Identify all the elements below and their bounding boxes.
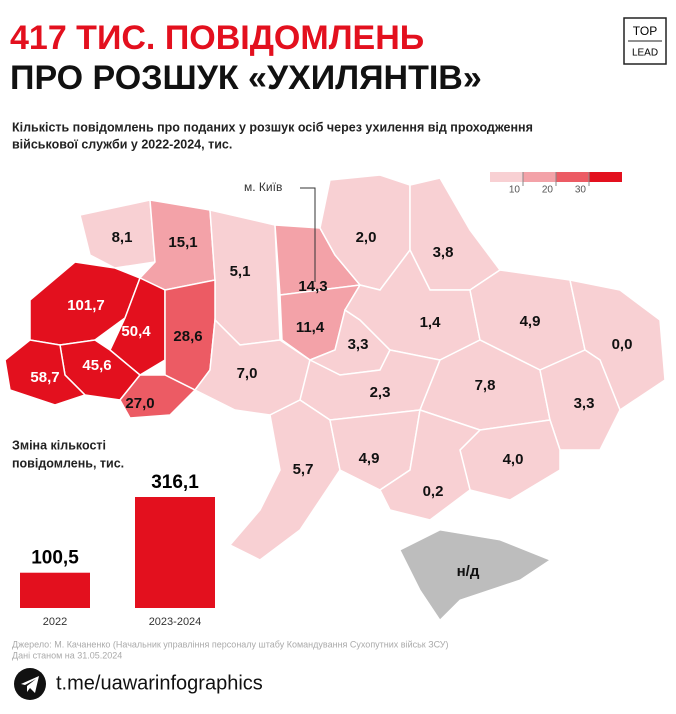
region-label: 4,9 — [520, 313, 541, 330]
bar-category-label: 2022 — [43, 616, 67, 628]
title-red: 417 ТИС. ПОВІДОМЛЕНЬ — [10, 19, 424, 57]
bar-title: повідомлень, тис. — [12, 456, 124, 470]
region-label: 3,3 — [574, 395, 595, 412]
legend-swatch — [490, 172, 523, 182]
region-label: 50,4 — [121, 323, 151, 340]
region-label: 2,0 — [356, 229, 377, 246]
crimea — [399, 529, 552, 621]
kyiv-label: м. Київ — [244, 180, 282, 194]
legend-swatch — [556, 172, 589, 182]
region — [4, 339, 87, 406]
region-label: 7,8 — [475, 377, 496, 394]
legend-swatch — [523, 172, 556, 182]
footer-link[interactable]: t.me/uawarinfographics — [56, 672, 263, 694]
bar-value-label: 100,5 — [31, 548, 79, 569]
kyiv-pointer — [300, 187, 316, 282]
region-label: 1,4 — [420, 314, 442, 331]
region-label: 5,7 — [293, 461, 314, 478]
title-black: ПРО РОЗШУК «УХИЛЯНТІВ» — [10, 59, 482, 97]
region-label: 5,1 — [230, 263, 251, 280]
bar — [135, 497, 215, 608]
source: Джерело: М. Качаненко (Начальник управлі… — [12, 639, 449, 649]
bar-chart: 100,5 2022 316,1 2023-2024 — [20, 472, 215, 628]
region-label: 101,7 — [67, 297, 105, 314]
subtitle: військової служби у 2022-2024, тис. — [12, 137, 232, 151]
region — [379, 409, 482, 521]
legend-tick-label: 10 — [509, 185, 521, 196]
region-label: 45,6 — [82, 357, 111, 374]
region-label: 4,9 — [359, 450, 380, 467]
region-label: 8,1 — [112, 229, 133, 246]
region-label: 3,8 — [433, 244, 454, 261]
telegram-plane — [21, 676, 39, 693]
logo-top: TOP — [633, 24, 657, 38]
region-label: 15,1 — [168, 234, 197, 251]
map: 8,1 15,1 5,1 14,3 11,4 2,0 3,8 101,7 50,4 28,6 45,… — [4, 172, 666, 621]
source: Дані станом на 31.05.2024 — [12, 650, 122, 660]
region-label: 3,3 — [348, 336, 369, 353]
region-label: 14,3 — [298, 278, 327, 295]
region-label: 0,2 — [423, 483, 444, 500]
region-label: 27,0 — [125, 395, 154, 412]
region-label: 28,6 — [173, 328, 202, 345]
region — [79, 199, 156, 269]
region — [409, 177, 502, 291]
region-label: 2,3 — [370, 384, 391, 401]
bar — [20, 572, 90, 608]
region-label: 0,0 — [612, 336, 633, 353]
region-label: 11,4 — [296, 319, 325, 336]
bar-category-label: 2023-2024 — [149, 616, 202, 628]
legend-tick-label: 30 — [575, 185, 587, 196]
legend-swatch — [589, 172, 622, 182]
region-label: 4,0 — [503, 451, 524, 468]
no-data-label: н/д — [457, 563, 480, 580]
region — [228, 399, 341, 561]
bar-value-label: 316,1 — [151, 472, 199, 493]
subtitle: Кількість повідомлень про поданих у розш… — [12, 120, 533, 134]
region-label: 58,7 — [30, 369, 59, 386]
logo-box — [623, 17, 667, 65]
bar-title: Зміна кількості — [12, 438, 106, 452]
logo-bottom: LEAD — [632, 48, 658, 59]
legend-tick-label: 20 — [542, 185, 554, 196]
region-label: 7,0 — [237, 365, 258, 382]
